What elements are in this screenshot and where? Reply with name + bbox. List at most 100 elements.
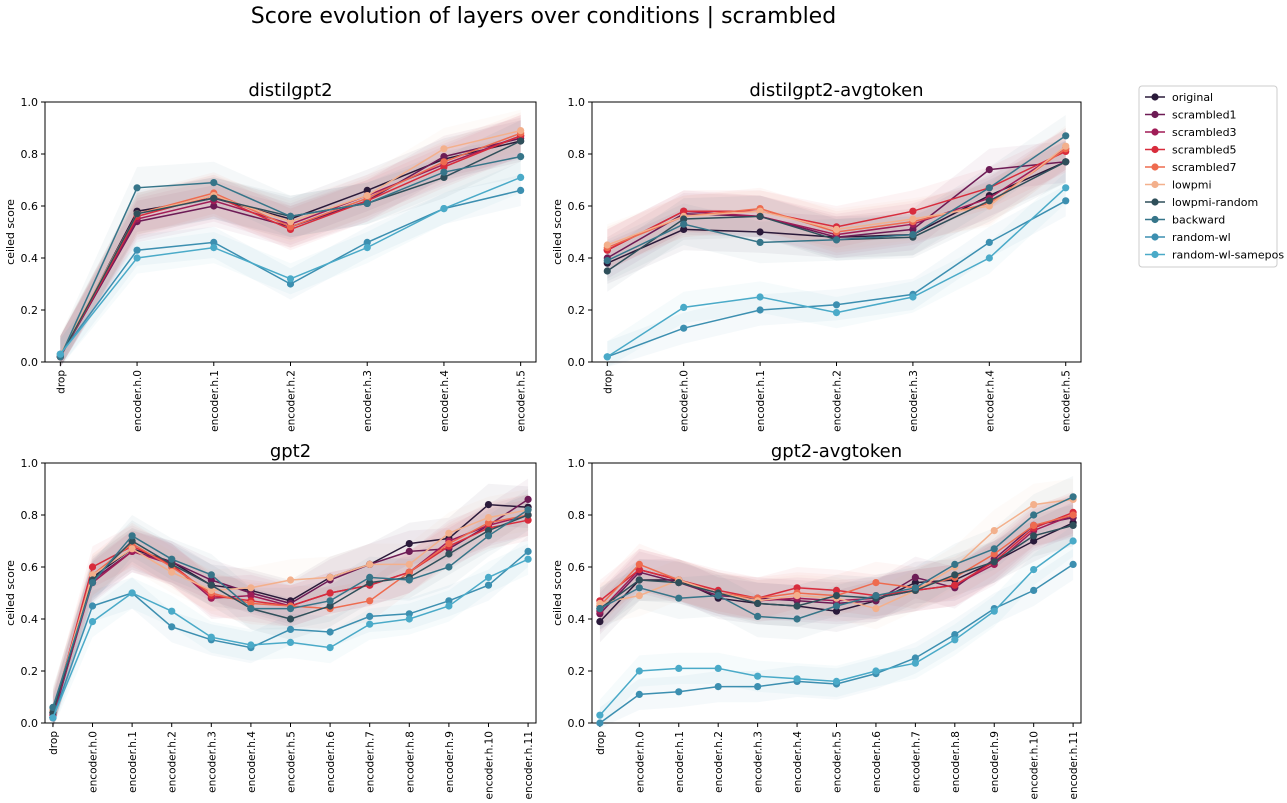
point-random-wl bbox=[405, 610, 413, 618]
point-scrambled7 bbox=[872, 579, 880, 587]
y-tick-label: 0.6 bbox=[568, 200, 586, 213]
band-original bbox=[599, 502, 1074, 643]
x-tick-label: encoder.h.5 bbox=[286, 731, 298, 793]
point-lowpmi bbox=[286, 218, 295, 226]
point-lowpmi bbox=[445, 529, 453, 537]
point-random-wl bbox=[680, 324, 688, 332]
point-scrambled1 bbox=[405, 547, 413, 556]
x-tick-label: encoder.h.0 bbox=[679, 370, 691, 432]
point-backward bbox=[793, 615, 801, 623]
point-scrambled7 bbox=[247, 599, 255, 608]
point-lowpmi-random bbox=[517, 137, 525, 145]
point-backward bbox=[909, 231, 917, 239]
point-random-wl bbox=[326, 628, 334, 636]
point-random-wl bbox=[951, 631, 959, 639]
point-backward bbox=[1062, 132, 1070, 140]
legend-label: random-wl-samepos bbox=[1172, 249, 1284, 262]
point-lowpmi-random bbox=[635, 576, 643, 584]
point-random-wl bbox=[517, 186, 525, 194]
figure-title: Score evolution of layers over condition… bbox=[250, 4, 837, 29]
point-original bbox=[1030, 537, 1038, 545]
point-random-wl-samepos bbox=[363, 244, 371, 252]
y-tick-label: 1.0 bbox=[568, 96, 586, 109]
y-tick-label: 0.2 bbox=[568, 304, 586, 317]
point-scrambled1 bbox=[440, 153, 448, 161]
y-tick-label: 0.4 bbox=[21, 252, 39, 265]
band-scrambled7 bbox=[60, 112, 521, 368]
x-tick-label: encoder.h.7 bbox=[365, 731, 377, 793]
point-lowpmi bbox=[990, 527, 998, 535]
point-backward bbox=[133, 184, 141, 192]
legend-label: backward bbox=[1172, 214, 1225, 227]
point-random-wl-samepos bbox=[603, 353, 611, 361]
point-scrambled3 bbox=[247, 592, 255, 600]
band-random-wl bbox=[607, 185, 1066, 368]
point-original bbox=[680, 225, 688, 233]
point-scrambled7 bbox=[286, 223, 295, 231]
point-scrambled1 bbox=[911, 573, 919, 582]
point-random-wl bbox=[168, 623, 176, 631]
x-tick-label: encoder.h.1 bbox=[127, 731, 139, 793]
y-tick-label: 0.0 bbox=[568, 356, 586, 369]
point-original bbox=[363, 186, 371, 194]
x-tick-label: drop bbox=[55, 370, 67, 394]
panel-title: distilgpt2 bbox=[248, 80, 332, 101]
point-backward bbox=[832, 236, 841, 244]
point-random-wl-samepos bbox=[168, 607, 176, 615]
x-tick-label: encoder.h.3 bbox=[362, 370, 374, 432]
point-scrambled5 bbox=[326, 589, 334, 597]
y-tick-label: 0.6 bbox=[21, 561, 39, 574]
x-tick-label: encoder.h.2 bbox=[286, 370, 298, 432]
legend-marker bbox=[1151, 250, 1159, 259]
point-lowpmi-random bbox=[793, 602, 801, 610]
point-backward bbox=[675, 594, 683, 602]
point-random-wl-samepos bbox=[56, 350, 64, 358]
x-tick-label: encoder.h.3 bbox=[908, 370, 920, 432]
point-lowpmi bbox=[596, 599, 604, 608]
band-original bbox=[60, 120, 521, 368]
x-tick-label: encoder.h.5 bbox=[516, 370, 528, 432]
point-random-wl-samepos bbox=[675, 664, 683, 673]
point-random-wl-samepos bbox=[1062, 184, 1070, 192]
point-lowpmi bbox=[484, 514, 493, 522]
point-scrambled7 bbox=[366, 597, 374, 605]
y-axis-label: ceiled score bbox=[4, 199, 17, 265]
point-lowpmi-random bbox=[756, 212, 764, 220]
point-backward bbox=[985, 184, 993, 192]
point-backward bbox=[754, 612, 762, 621]
point-scrambled5 bbox=[909, 207, 917, 215]
point-scrambled5 bbox=[832, 586, 841, 595]
point-lowpmi bbox=[363, 192, 371, 200]
point-backward bbox=[756, 238, 764, 246]
band-random-wl bbox=[60, 174, 521, 368]
panel-1: 0.0 0.2 0.4 0.6 0.8 1.0 drop encoder.h.0 encoder… bbox=[4, 80, 537, 432]
legend-marker bbox=[1151, 163, 1159, 171]
y-tick-label: 0.0 bbox=[21, 717, 39, 730]
y-axis-label: ceiled score bbox=[551, 560, 564, 626]
point-lowpmi bbox=[405, 560, 413, 569]
point-lowpmi bbox=[872, 605, 880, 613]
point-scrambled5 bbox=[88, 563, 97, 571]
point-random-wl bbox=[911, 654, 919, 662]
y-tick-label: 0.0 bbox=[21, 356, 39, 369]
x-tick-label: encoder.h.11 bbox=[523, 731, 535, 799]
point-backward bbox=[990, 545, 998, 553]
y-tick-label: 0.8 bbox=[21, 509, 39, 522]
point-original bbox=[596, 618, 604, 626]
point-random-wl-samepos bbox=[440, 205, 448, 213]
point-random-wl-samepos bbox=[210, 244, 218, 252]
band-random-wl-samepos bbox=[607, 172, 1066, 368]
x-tick-label: encoder.h.4 bbox=[984, 370, 996, 432]
point-random-wl-samepos bbox=[524, 555, 532, 563]
legend-marker bbox=[1151, 93, 1159, 101]
legend-label: scrambled3 bbox=[1172, 126, 1237, 139]
point-lowpmi bbox=[326, 573, 334, 582]
point-random-wl bbox=[286, 625, 295, 634]
legend-label: random-wl bbox=[1172, 231, 1231, 244]
y-tick-label: 0.0 bbox=[568, 717, 586, 730]
point-random-wl bbox=[756, 306, 764, 314]
point-backward bbox=[210, 179, 218, 187]
point-scrambled7 bbox=[445, 540, 453, 548]
